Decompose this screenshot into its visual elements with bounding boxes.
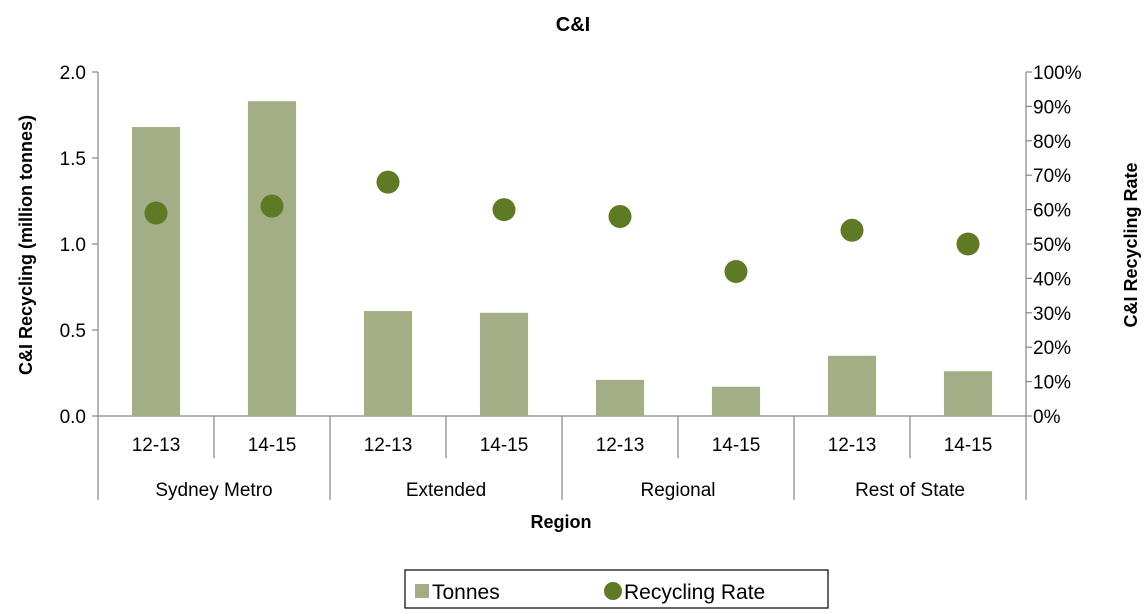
y2-tick-label: 10% [1033, 373, 1071, 394]
chart-title: C&I [556, 14, 590, 36]
x-tick-label: 12-13 [364, 435, 413, 456]
bar-tonnes [828, 356, 876, 416]
legend-tonnes-swatch [415, 584, 429, 598]
group-label: Sydney Metro [155, 480, 272, 501]
y-tick-label: 2.0 [60, 63, 86, 84]
x-tick-label: 14-15 [248, 435, 297, 456]
y-tick-label: 0.5 [60, 321, 86, 342]
bar-tonnes [596, 380, 644, 416]
legend: Tonnes Recycling Rate [405, 570, 828, 608]
y2-tick-label: 50% [1033, 235, 1071, 256]
x-tick-label: 12-13 [828, 435, 877, 456]
point-recycling-rate [609, 205, 632, 228]
bar-tonnes [480, 313, 528, 416]
point-recycling-rate [377, 171, 400, 194]
y2-tick-label: 80% [1033, 132, 1071, 153]
y2-axis-title: C&I Recycling Rate [1121, 162, 1141, 327]
y-tick-label: 0.0 [60, 407, 86, 428]
y-tick-label: 1.5 [60, 149, 86, 170]
y2-tick-label: 30% [1033, 304, 1071, 325]
y2-tick-label: 40% [1033, 269, 1071, 290]
legend-recycling-rate-swatch [604, 582, 622, 600]
x-axis-title: Region [531, 512, 592, 532]
x-tick-label: 14-15 [712, 435, 761, 456]
axes: 0.0 0.5 1.0 1.5 2.0 0% 10% 20% 30% 40% 50% 60% 70% 80… [60, 63, 1082, 501]
bar-tonnes [132, 127, 180, 416]
y2-tick-label: 70% [1033, 166, 1071, 187]
y2-tick-label: 100% [1033, 63, 1082, 84]
y2-tick-label: 60% [1033, 201, 1071, 222]
group-label: Rest of State [855, 480, 965, 501]
point-recycling-rate [493, 198, 516, 221]
legend-tonnes-label: Tonnes [432, 581, 500, 604]
group-label: Regional [641, 480, 716, 501]
bar-tonnes [248, 101, 296, 416]
y2-tick-label: 0% [1033, 407, 1061, 428]
y-tick-label: 1.0 [60, 235, 86, 256]
point-recycling-rate [261, 195, 284, 218]
y-axis-title: C&I Recycling (million tonnes) [16, 115, 36, 375]
point-recycling-rate [957, 233, 980, 256]
group-label: Extended [406, 480, 486, 501]
bar-tonnes [712, 387, 760, 416]
x-tick-label: 12-13 [132, 435, 181, 456]
point-recycling-rate [725, 260, 748, 283]
x-tick-label: 14-15 [944, 435, 993, 456]
bars [132, 101, 992, 416]
y2-tick-label: 20% [1033, 338, 1071, 359]
point-recycling-rate [145, 202, 168, 225]
bar-tonnes [944, 371, 992, 416]
legend-recycling-rate-label: Recycling Rate [624, 581, 765, 604]
x-tick-label: 12-13 [596, 435, 645, 456]
y2-tick-label: 90% [1033, 97, 1071, 118]
x-tick-label: 14-15 [480, 435, 529, 456]
point-recycling-rate [841, 219, 864, 242]
bar-tonnes [364, 311, 412, 416]
